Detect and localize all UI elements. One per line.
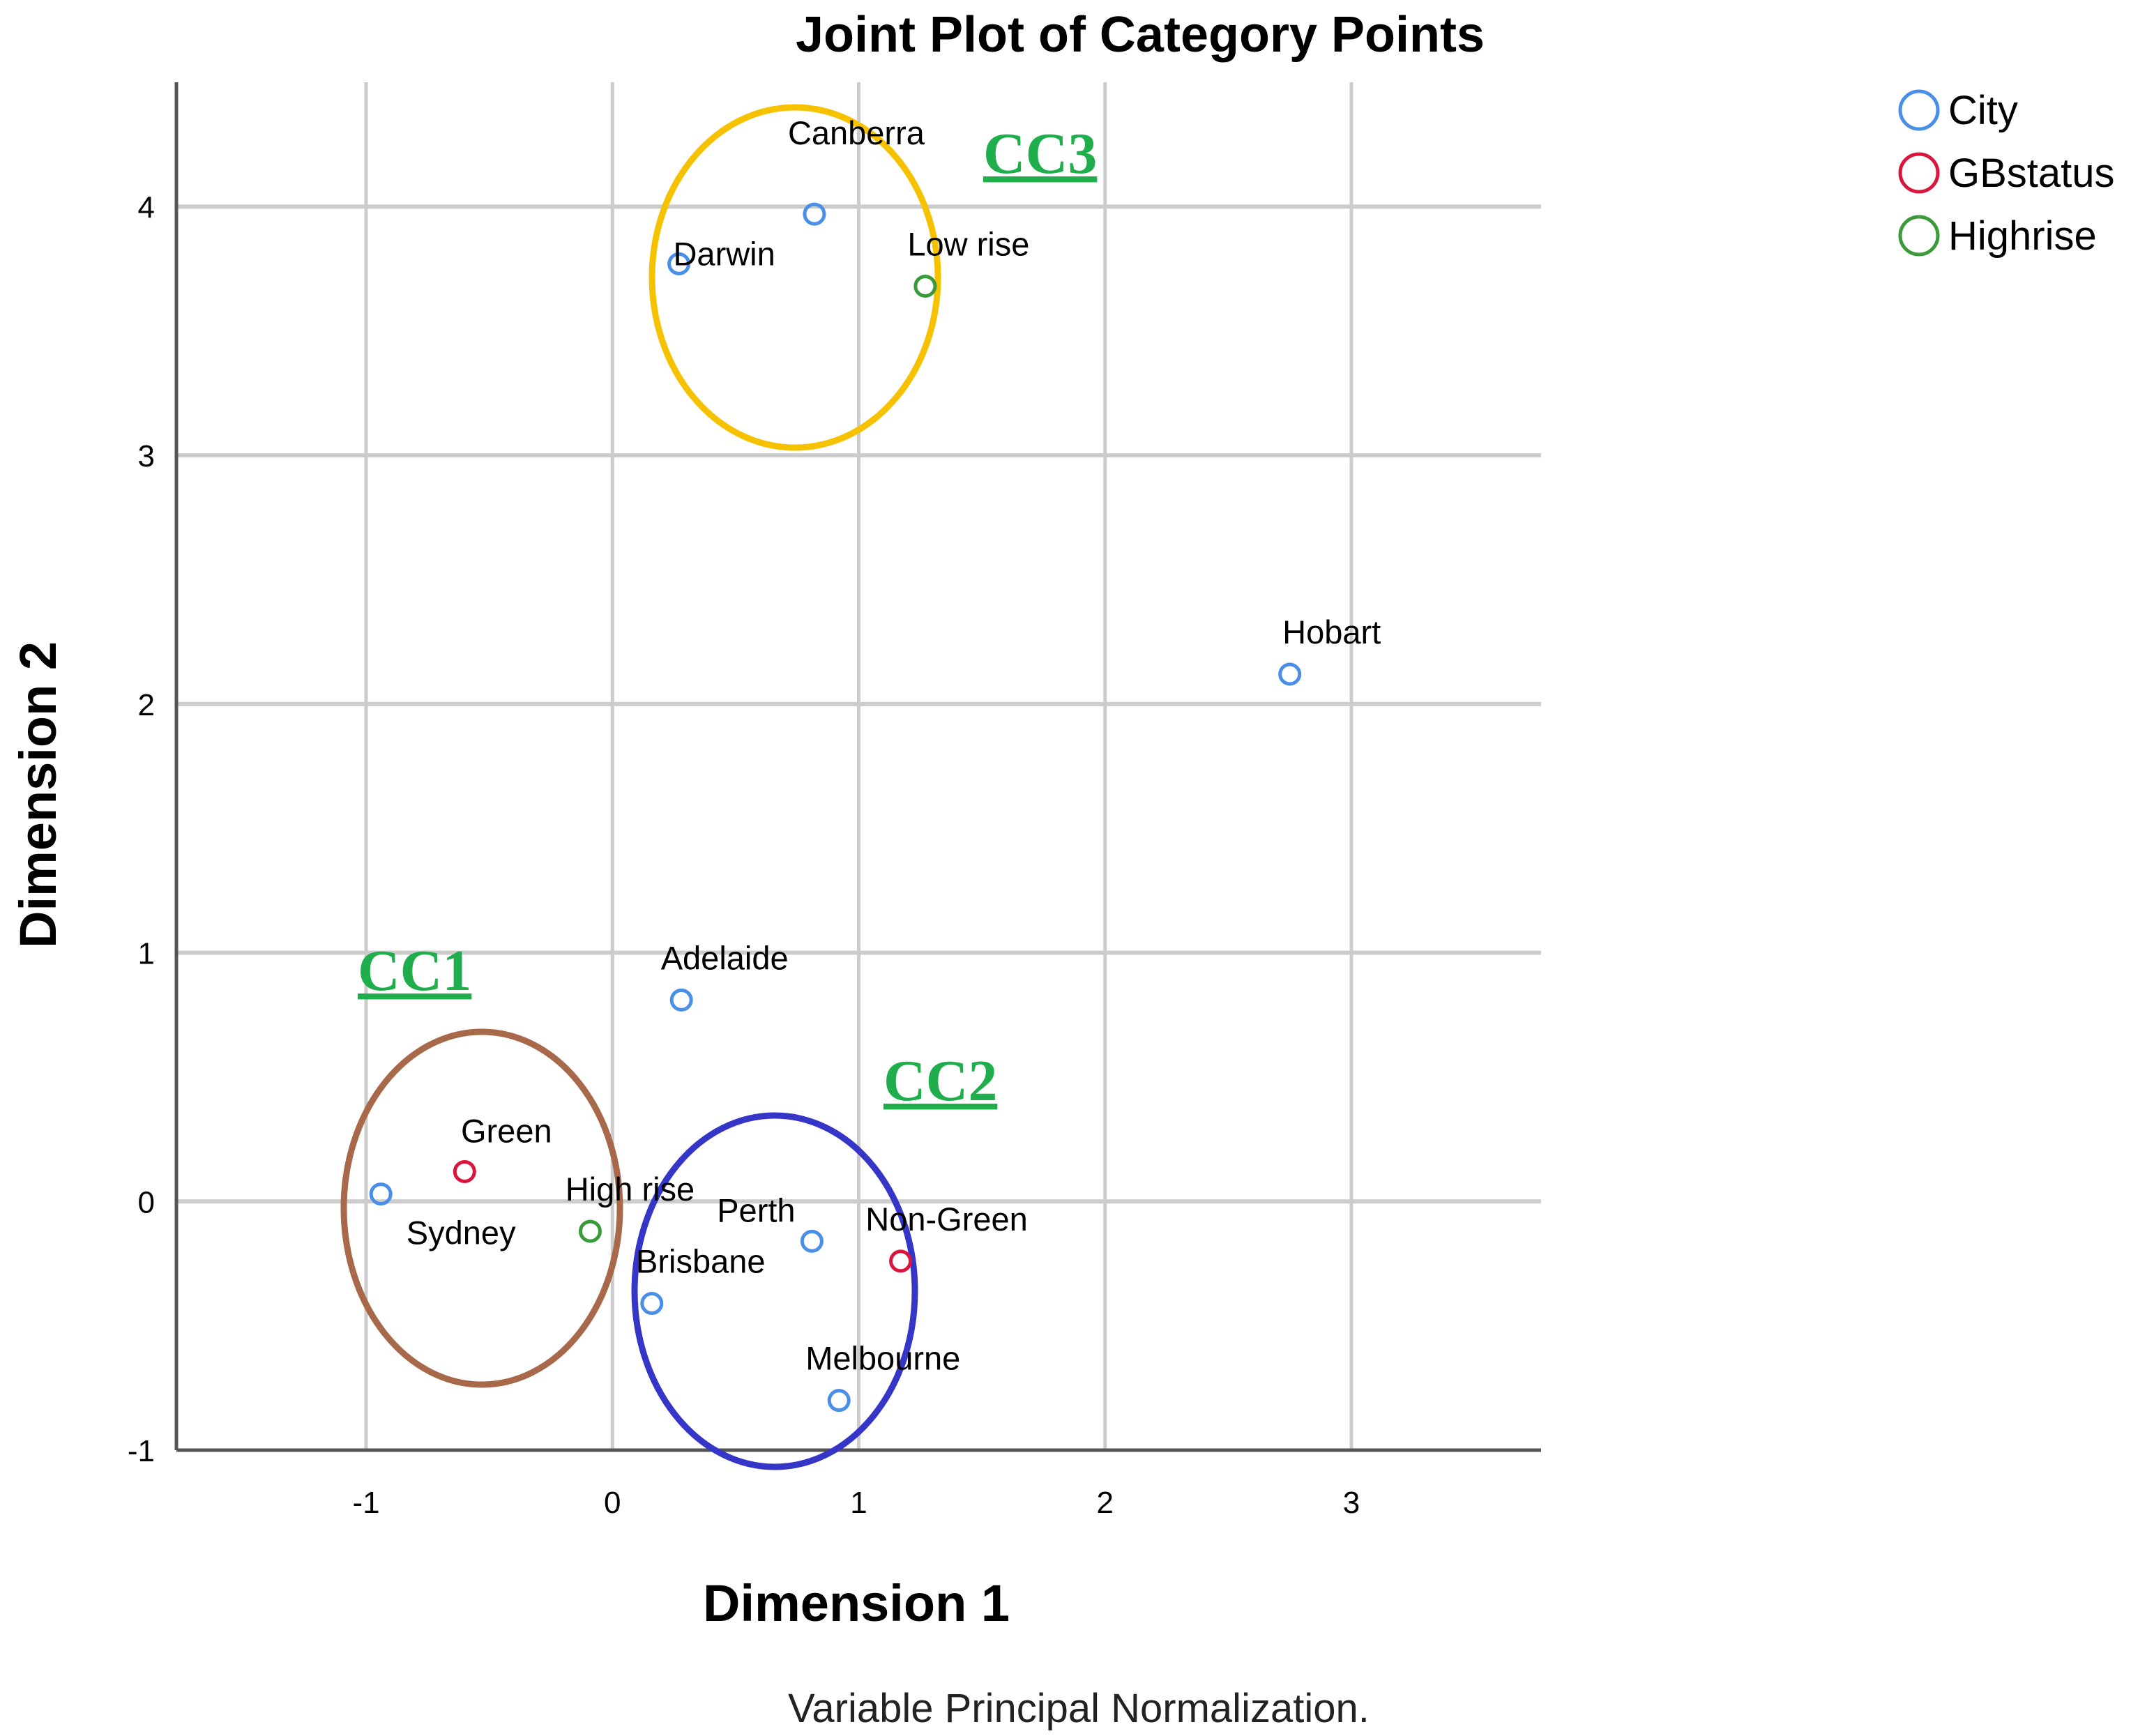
cc2-ellipse: [631, 1112, 918, 1470]
legend-label-highrise: Highrise: [1948, 213, 2097, 259]
cc3-ellipse: [649, 104, 941, 451]
point-label-hobart: Hobart: [1282, 614, 1381, 650]
legend-label-city: City: [1948, 88, 2018, 133]
point-green: [453, 1159, 476, 1183]
legend-label-gbstatus: GBstatus: [1948, 151, 2115, 196]
x-tick-label: 3: [1343, 1486, 1360, 1520]
point-canberra: [803, 202, 826, 226]
legend-marker-highrise: [1898, 215, 1940, 257]
cluster-label-cc3: CC3: [983, 121, 1097, 186]
tick-labels: -1 0 1 2 3 -1 0 1 2 3 4: [128, 190, 1360, 1520]
point-label-brisbane: Brisbane: [636, 1243, 766, 1280]
legend-marker-gbstatus: [1898, 152, 1940, 194]
cluster-ellipses: [340, 104, 941, 1470]
y-tick-label: 4: [138, 190, 155, 224]
chart-title: Joint Plot of Category Points: [796, 7, 1485, 63]
point-label-perth: Perth: [717, 1191, 795, 1228]
point-sydney: [369, 1182, 393, 1206]
point-high-rise: [578, 1219, 602, 1243]
point-label-canberra: Canberra: [788, 114, 925, 151]
legend: City GBstatus Highrise: [1898, 88, 2115, 259]
y-tick-label: 2: [138, 688, 155, 722]
point-melbourne: [827, 1389, 851, 1413]
point-darwin: [667, 252, 691, 275]
grid-lines: [176, 82, 1541, 1450]
point-labels: Canberra Darwin Hobart Adelaide Sydney Perth B…: [407, 114, 1381, 1377]
point-label-sydney: Sydney: [407, 1215, 516, 1251]
point-label-adelaide: Adelaide: [661, 939, 789, 976]
y-axis-title: Dimension 2: [9, 641, 67, 948]
point-perth: [800, 1229, 824, 1253]
point-adelaide: [669, 988, 693, 1012]
point-label-low-rise: Low rise: [907, 226, 1029, 263]
x-tick-label: 2: [1097, 1486, 1114, 1520]
point-label-green: Green: [461, 1112, 552, 1149]
normalization-note: Variable Principal Normalization.: [788, 1686, 1370, 1731]
data-points: [369, 202, 1302, 1413]
x-tick-label: 0: [604, 1486, 621, 1520]
point-low-rise: [913, 275, 937, 298]
point-label-high-rise: High rise: [566, 1171, 695, 1208]
x-axis-title: Dimension 1: [703, 1574, 1010, 1632]
point-label-melbourne: Melbourne: [805, 1340, 960, 1377]
point-label-darwin: Darwin: [673, 235, 775, 272]
y-tick-label: -1: [128, 1434, 155, 1468]
point-hobart: [1278, 662, 1302, 686]
y-tick-label: 3: [138, 439, 155, 473]
cluster-label-cc1: CC1: [358, 938, 471, 1003]
point-non-green: [889, 1249, 913, 1273]
legend-marker-city: [1898, 89, 1940, 131]
x-tick-label: -1: [352, 1486, 379, 1520]
axes: [174, 82, 1541, 1452]
x-tick-label: 1: [850, 1486, 867, 1520]
point-brisbane: [640, 1292, 664, 1316]
point-label-non-green: Non-Green: [865, 1201, 1028, 1238]
cluster-label-cc2: CC2: [883, 1049, 997, 1113]
y-tick-label: 0: [138, 1185, 155, 1219]
cc1-ellipse: [340, 1028, 623, 1388]
y-tick-label: 1: [138, 937, 155, 971]
